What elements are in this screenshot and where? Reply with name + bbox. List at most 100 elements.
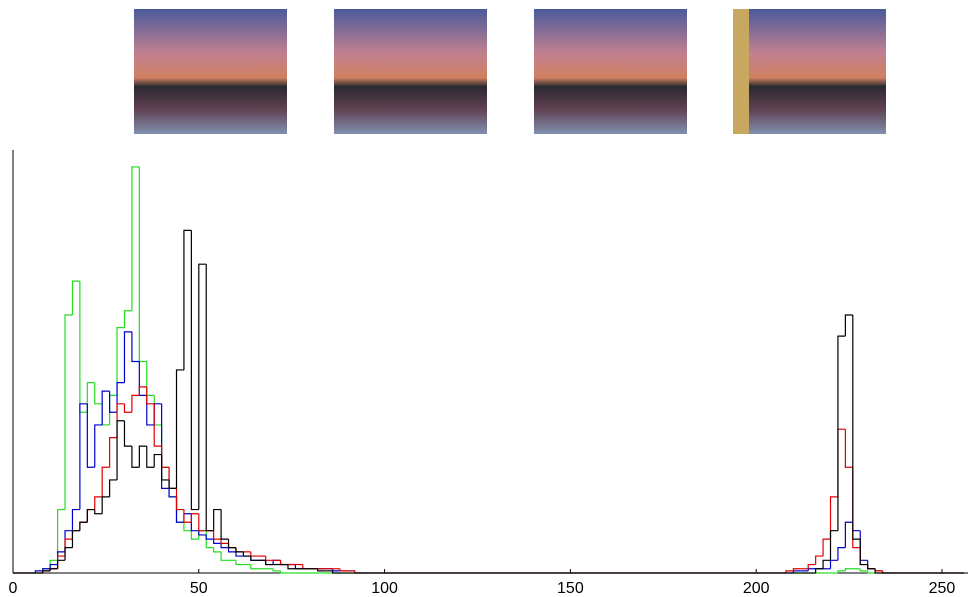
histogram-step	[79, 403, 88, 510]
histogram-step	[867, 564, 876, 570]
histogram-step	[101, 466, 110, 497]
histogram-step	[198, 263, 207, 510]
histogram-step	[161, 424, 170, 468]
histogram-step	[837, 335, 846, 531]
histogram-step	[86, 403, 95, 468]
histogram-step	[183, 229, 192, 370]
histogram-step	[829, 496, 838, 540]
histogram-step	[161, 403, 170, 489]
histogram-step	[213, 547, 222, 553]
histogram-step	[822, 559, 831, 569]
histogram-step	[294, 564, 303, 570]
histogram-step	[265, 560, 274, 566]
histogram-step	[161, 454, 170, 481]
histogram-step	[859, 547, 868, 566]
histogram-step	[220, 509, 229, 540]
histogram-step	[205, 264, 214, 532]
histogram-step	[807, 563, 816, 569]
histogram-step	[49, 563, 58, 569]
histogram-step	[844, 521, 853, 548]
histogram-step	[101, 403, 110, 426]
histogram-step	[56, 508, 66, 561]
photo	[534, 9, 687, 134]
histogram-step	[56, 551, 66, 565]
histogram-step	[302, 564, 311, 570]
histogram-step	[94, 509, 103, 515]
histogram-step	[844, 568, 853, 571]
histogram-step	[109, 479, 118, 497]
histogram-step	[837, 428, 846, 497]
histogram-step	[867, 570, 876, 574]
x-tick-label: 100	[371, 580, 398, 597]
histogram-step	[829, 530, 838, 561]
histogram-step	[837, 570, 846, 573]
histogram-step	[198, 530, 207, 536]
histogram-step	[116, 327, 125, 396]
histogram-step	[138, 445, 147, 468]
histogram-step	[859, 530, 868, 561]
histogram-step	[161, 446, 170, 468]
histogram-step	[220, 539, 229, 544]
photo-thumbnails	[134, 9, 886, 134]
x-tick-label: 50	[190, 580, 208, 597]
histogram-step	[235, 547, 244, 553]
histogram-step	[279, 560, 288, 566]
histogram-step	[220, 543, 229, 549]
histogram-step	[64, 530, 73, 552]
histogram-step	[109, 394, 118, 425]
histogram-step	[109, 437, 118, 468]
histogram-step	[94, 382, 103, 405]
histogram-step	[242, 551, 251, 557]
histogram-step	[235, 560, 244, 566]
histogram-step	[265, 556, 274, 561]
histogram-step	[250, 551, 259, 557]
histogram-step	[146, 395, 155, 426]
histogram-step	[785, 570, 794, 573]
photo	[733, 9, 886, 134]
histogram-step	[183, 513, 192, 523]
histogram-step	[153, 395, 162, 426]
histogram-step	[131, 446, 140, 468]
photo	[134, 9, 287, 134]
histogram-step	[852, 314, 861, 540]
histogram-step	[190, 230, 199, 511]
histogram-step	[153, 403, 162, 447]
photo	[334, 9, 487, 134]
histogram-step	[792, 568, 801, 571]
histogram-step	[116, 382, 125, 413]
histogram-step	[198, 513, 207, 532]
histogram-step	[101, 390, 110, 425]
photo-wall	[733, 9, 749, 134]
histogram-step	[64, 547, 73, 561]
histogram-step	[94, 496, 103, 510]
histogram-step	[190, 513, 199, 532]
histogram-step	[287, 564, 296, 570]
histogram-step	[49, 568, 58, 571]
histogram-step	[227, 543, 236, 549]
histogram-step	[815, 555, 824, 565]
histogram-step	[71, 280, 80, 315]
histogram-step	[71, 508, 80, 531]
histogram-step	[71, 530, 80, 540]
histogram-step	[123, 331, 132, 383]
histogram-step	[146, 361, 155, 396]
histogram-step	[79, 521, 88, 531]
histogram-step	[852, 467, 861, 549]
histogram-step	[250, 564, 259, 570]
histogram-step	[844, 429, 853, 468]
histogram-step	[123, 403, 132, 413]
histogram-step	[131, 331, 140, 363]
histogram-step	[138, 361, 147, 396]
histogram-step	[146, 386, 155, 405]
histogram-step	[168, 479, 177, 489]
histogram-step	[874, 568, 883, 574]
histogram-step	[168, 467, 177, 489]
histogram-step	[123, 420, 132, 447]
histogram-step	[837, 547, 846, 561]
histogram-step	[146, 446, 155, 468]
histogram-step	[844, 314, 853, 337]
histogram-step	[168, 467, 177, 498]
histogram-step	[94, 424, 103, 468]
x-tick-label: 200	[743, 580, 770, 597]
